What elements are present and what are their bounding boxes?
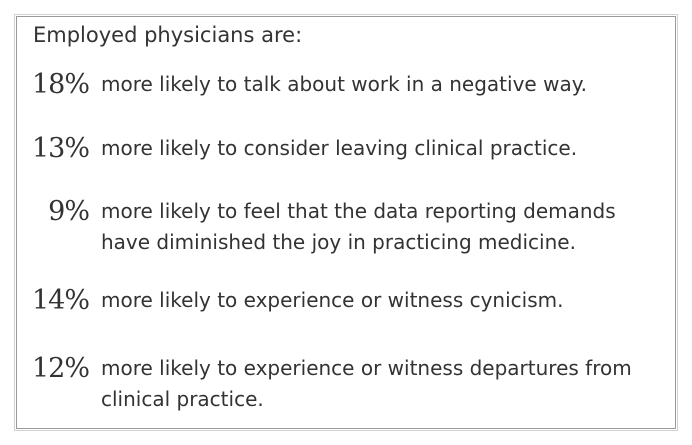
- stat-percent: 18%: [31, 69, 90, 100]
- stat-percent: 9%: [48, 196, 90, 227]
- stat-description: more likely to experience or witness cyn…: [101, 288, 564, 312]
- stat-description: more likely to experience or witness dep…: [101, 356, 632, 411]
- stat-percent: 13%: [31, 133, 90, 164]
- stat-description: more likely to feel that the data report…: [101, 199, 616, 254]
- stat-percent: 14%: [31, 285, 90, 316]
- stat-percent: 12%: [31, 353, 90, 384]
- stat-description: more likely to consider leaving clinical…: [101, 136, 578, 160]
- stat-description: more likely to talk about work in a nega…: [101, 72, 588, 96]
- panel-heading: Employed physicians are:: [33, 23, 303, 47]
- stats-panel: Employed physicians are: 18% more likely…: [14, 14, 678, 431]
